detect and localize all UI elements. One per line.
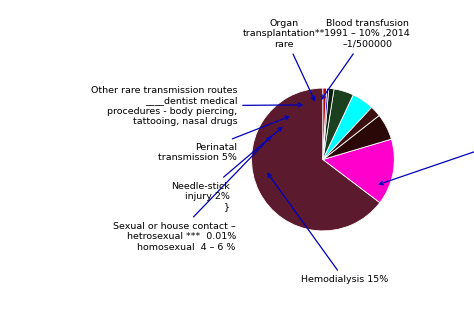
Wedge shape xyxy=(323,88,327,160)
Text: Other rare transmission routes
____dentist medical
procedures - body piercing,
t: Other rare transmission routes ____denti… xyxy=(91,86,302,126)
Wedge shape xyxy=(323,88,329,160)
Text: Needle-stick
injury 2%
}: Needle-stick injury 2% } xyxy=(172,128,282,211)
Text: Sexual or house contact –
hetrosexual ***  0.01%
homosexual  4 – 6 %: Sexual or house contact – hetrosexual **… xyxy=(113,137,271,251)
Wedge shape xyxy=(323,88,334,160)
Text: Blood transfusion
1991 – 10% ,2014
–1/500000: Blood transfusion 1991 – 10% ,2014 –1/50… xyxy=(321,19,410,99)
Wedge shape xyxy=(323,89,353,160)
Text: Hemodialysis 15%: Hemodialysis 15% xyxy=(268,173,388,284)
Wedge shape xyxy=(323,107,379,160)
Text: Perinatal
transmission 5%: Perinatal transmission 5% xyxy=(158,116,289,162)
Wedge shape xyxy=(323,139,394,203)
Wedge shape xyxy=(323,95,372,160)
Wedge shape xyxy=(252,88,380,231)
Wedge shape xyxy=(323,115,392,160)
Text: Organ
transplantation**
rare: Organ transplantation** rare xyxy=(243,19,325,100)
Text: Injection drug use 60%
-70%: Injection drug use 60% -70% xyxy=(379,114,474,185)
